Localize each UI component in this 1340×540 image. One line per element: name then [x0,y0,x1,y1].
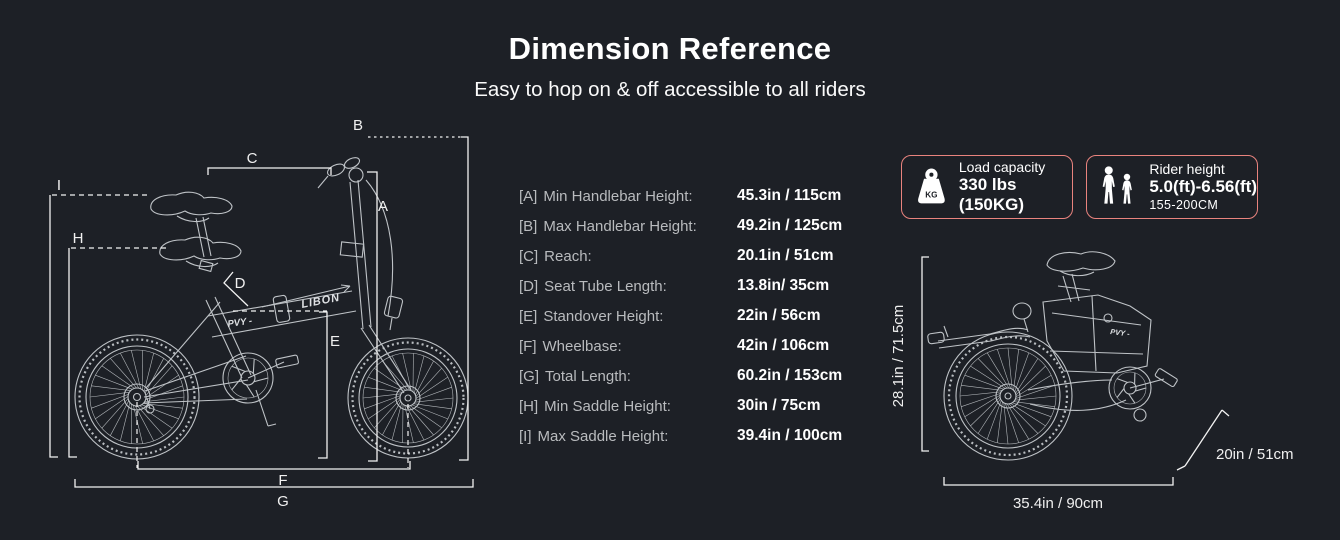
spec-label: Total Length: [545,367,631,385]
folded-height-dimension: 28.1in / 71.5cm [890,305,907,408]
folded-wheel-dimension: 20in / 51cm [1216,446,1294,463]
spec-row-f: [F] Wheelbase: 42in / 106cm [519,331,864,361]
dim-label-h: H [73,230,84,247]
dimension-lines [49,136,474,488]
spec-letter: [H] [519,397,539,415]
rear-wheel-spokes [89,350,185,444]
header: Dimension Reference Easy to hop on & off… [0,33,1340,102]
rider-height-badge: Rider height 5.0(ft)-6.56(ft) 155-200CM [1086,155,1258,219]
dim-label-e: E [330,333,340,350]
spec-row-b: [B] Max Handlebar Height: 49.2in / 125cm [519,211,864,241]
spec-row-i: [I] Max Saddle Height: 39.4in / 100cm [519,421,864,451]
bike-frame [143,284,357,427]
spec-value: 20.1in / 51cm [737,247,834,264]
spec-row-a: [A] Min Handlebar Height: 45.3in / 115cm [519,181,864,211]
folded-frame [1042,294,1152,374]
load-capacity-value: 330 lbs (150KG) [958,174,1025,215]
dimension-spec-list: [A] Min Handlebar Height: 45.3in / 115cm … [519,181,864,451]
spec-label: Max Handlebar Height: [543,217,697,235]
spec-letter: [A] [519,187,538,205]
spec-letter: [E] [519,307,538,325]
folded-wheel-spokes [959,347,1057,445]
load-capacity-title: Load capacity [958,158,1046,175]
folded-saddle [1046,251,1116,303]
spec-value: 22in / 56cm [737,307,821,324]
spec-value: 49.2in / 125cm [737,217,843,234]
dim-label-b: B [353,117,363,134]
dim-label-f: F [278,472,287,489]
dim-label-i: I [57,177,61,194]
spec-row-d: [D] Seat Tube Length: 13.8in/ 35cm [519,271,864,301]
spec-row-c: [C] Reach: 20.1in / 51cm [519,241,864,271]
rider-height-value: 5.0(ft)-6.56(ft) [1149,177,1257,197]
spec-letter: [I] [519,427,532,445]
spec-value: 13.8in/ 35cm [737,277,830,294]
dim-label-d: D [235,275,246,292]
front-wheel-spokes [362,353,454,443]
folded-crankset [1027,366,1178,422]
spec-label: Seat Tube Length: [544,277,667,295]
spec-label: Wheelbase: [542,337,622,355]
spec-label: Max Saddle Height: [537,427,669,445]
spec-label: Min Handlebar Height: [543,187,693,205]
spec-value: 45.3in / 115cm [737,187,842,204]
spec-row-h: [H] Min Saddle Height: 30in / 75cm [519,391,864,421]
rider-height-range: 155-200CM [1149,197,1219,212]
crankset [222,352,299,404]
spec-label: Min Saddle Height: [544,397,671,415]
dim-label-c: C [247,150,258,167]
handlebar-stem-fork [317,157,412,394]
spec-letter: [G] [519,367,540,385]
spec-value: 60.2in / 153cm [737,367,843,384]
spec-letter: [D] [519,277,539,295]
bike-side-diagram: LIBON PVY - I H B C A D E F G [49,117,474,510]
spec-letter: [F] [519,337,537,355]
spec-letter: [B] [519,217,538,235]
kg-weight-icon: KG [918,168,945,204]
kg-icon-text: KG [925,191,937,200]
spec-label: Standover Height: [543,307,664,325]
spec-value: 30in / 75cm [737,397,821,414]
page-subtitle: Easy to hop on & off accessible to all r… [474,78,866,101]
spec-row-g: [G] Total Length: 60.2in / 153cm [519,361,864,391]
dim-label-g: G [277,493,289,510]
load-capacity-badge: KG Load capacity 330 lbs (150KG) [901,155,1073,219]
frame-logo-brand: PVY - [227,316,253,330]
folded-frame-logo: PVY - [1110,327,1131,338]
dim-label-a: A [378,198,388,215]
spec-value: 39.4in / 100cm [737,427,843,444]
folded-length-dimension: 35.4in / 90cm [1013,495,1103,512]
rider-silhouettes-icon [1102,166,1132,204]
spec-value: 42in / 106cm [737,337,830,354]
spec-label: Reach: [544,247,592,265]
rider-height-title: Rider height [1149,161,1225,178]
spec-letter: [C] [519,247,539,265]
folded-handlebar [927,302,1032,349]
rear-wheel [74,334,200,460]
folded-wheel [943,331,1073,461]
saddle-min [159,236,242,273]
spec-row-e: [E] Standover Height: 22in / 56cm [519,301,864,331]
folded-bike-diagram: PVY - 28.1in / 71.5cm 35.4in / 90cm 20in… [890,251,1294,512]
folded-dimension-lines [921,256,1230,486]
saddle-max [150,191,233,258]
frame-logo-model: LIBON [300,292,341,311]
page-title: Dimension Reference [508,31,832,66]
